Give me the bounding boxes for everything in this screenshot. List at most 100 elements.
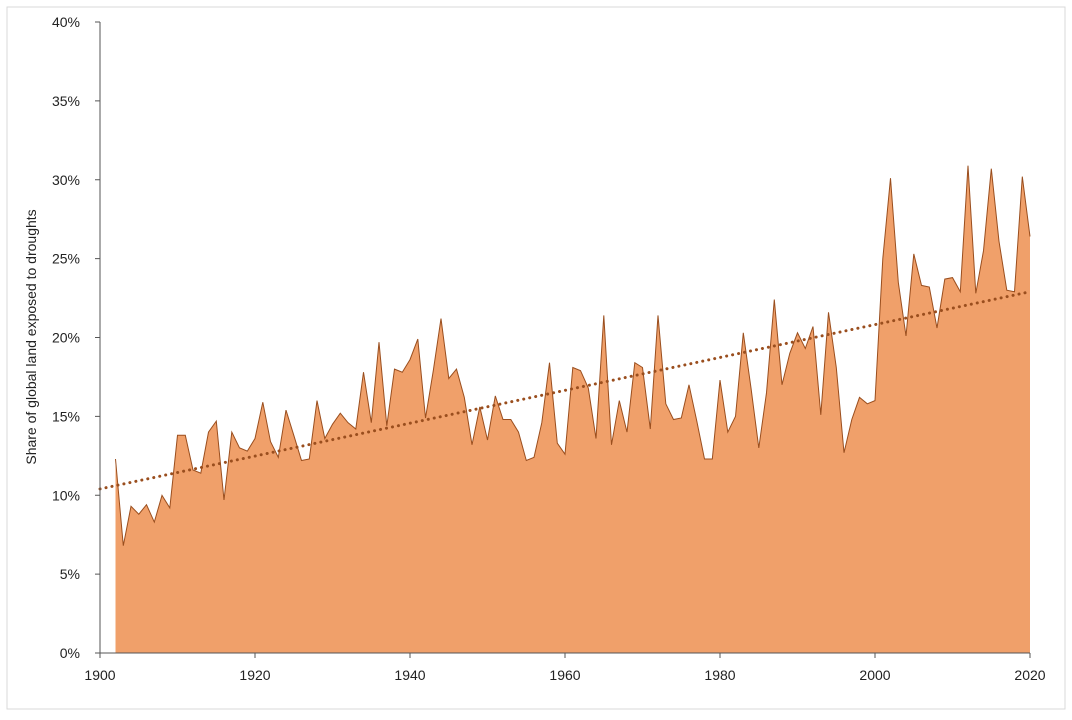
data-point-1971 [649,428,651,430]
y-tick-label: 15% [52,408,80,424]
data-point-2018 [1013,291,1015,293]
data-point-1917 [231,431,233,433]
data-point-2020 [1029,235,1031,237]
data-point-1967 [618,399,620,401]
data-point-1918 [238,447,240,449]
data-point-1960 [564,453,566,455]
data-point-1940 [409,358,411,360]
data-point-2017 [1006,289,1008,291]
x-tick-label: 1940 [394,667,425,683]
drought-share-area [115,165,1030,653]
x-tick-label: 2020 [1014,667,1045,683]
y-tick-label: 30% [52,172,80,188]
x-tick-label: 1960 [549,667,580,683]
data-point-1961 [572,366,574,368]
data-point-1954 [517,431,519,433]
data-point-1928 [316,399,318,401]
data-point-1939 [401,371,403,373]
data-point-2015 [990,168,992,170]
data-point-1913 [200,472,202,474]
data-point-1976 [688,384,690,386]
y-axis-title: Share of global land exposed to droughts [23,209,39,464]
data-point-1980 [719,379,721,381]
data-point-1935 [370,422,372,424]
data-point-1927 [308,458,310,460]
data-point-2014 [982,250,984,252]
data-point-1978 [703,458,705,460]
data-point-1945 [448,377,450,379]
data-point-1988 [781,384,783,386]
x-tick-label: 1920 [239,667,270,683]
data-point-1904 [130,505,132,507]
data-point-1991 [804,347,806,349]
data-point-1986 [765,392,767,394]
data-point-1964 [595,437,597,439]
data-point-1907 [153,521,155,523]
data-point-2004 [905,335,907,337]
data-point-1931 [339,412,341,414]
data-point-1948 [471,444,473,446]
data-point-1953 [510,418,512,420]
y-tick-label: 0% [60,645,80,661]
data-point-1997 [851,418,853,420]
data-point-1973 [665,403,667,405]
data-point-1969 [634,362,636,364]
y-tick-label: 40% [52,14,80,30]
data-point-1909 [169,507,171,509]
data-point-1911 [184,434,186,436]
data-point-2007 [928,286,930,288]
data-point-1920 [254,437,256,439]
data-point-1934 [362,371,364,373]
data-point-1994 [827,311,829,313]
data-point-1968 [626,431,628,433]
y-tick-label: 25% [52,251,80,267]
data-point-1993 [820,414,822,416]
trendline [98,290,1032,491]
data-point-1915 [215,420,217,422]
data-point-1987 [773,298,775,300]
data-point-1974 [672,418,674,420]
data-point-2002 [889,177,891,179]
data-point-1955 [525,459,527,461]
data-point-1938 [393,368,395,370]
data-point-1933 [355,428,357,430]
data-point-1970 [641,366,643,368]
data-point-1947 [463,396,465,398]
data-point-1977 [696,420,698,422]
data-point-1950 [486,439,488,441]
data-point-1902 [114,458,116,460]
data-point-1981 [727,431,729,433]
data-point-1963 [587,387,589,389]
data-point-1957 [541,422,543,424]
data-point-1926 [300,459,302,461]
y-tick-label: 20% [52,330,80,346]
data-point-1979 [711,458,713,460]
data-point-1983 [742,332,744,334]
data-point-1984 [750,387,752,389]
data-point-2000 [874,399,876,401]
data-point-1921 [262,401,264,403]
data-point-1972 [657,314,659,316]
data-point-1929 [324,437,326,439]
x-tick-label: 1900 [84,667,115,683]
data-point-1982 [734,415,736,417]
data-point-1999 [866,403,868,405]
data-point-1943 [432,369,434,371]
data-point-1952 [502,418,504,420]
data-point-1992 [812,325,814,327]
x-tick-label: 2000 [859,667,890,683]
data-point-1966 [610,444,612,446]
data-point-1956 [533,456,535,458]
data-point-1925 [293,434,295,436]
data-point-2006 [920,284,922,286]
data-point-1930 [331,423,333,425]
data-point-1914 [207,431,209,433]
data-point-2010 [951,276,953,278]
data-point-1906 [145,504,147,506]
data-point-1912 [192,469,194,471]
data-point-2008 [936,327,938,329]
data-point-2019 [1021,175,1023,177]
data-point-1959 [556,442,558,444]
data-point-1975 [680,417,682,419]
